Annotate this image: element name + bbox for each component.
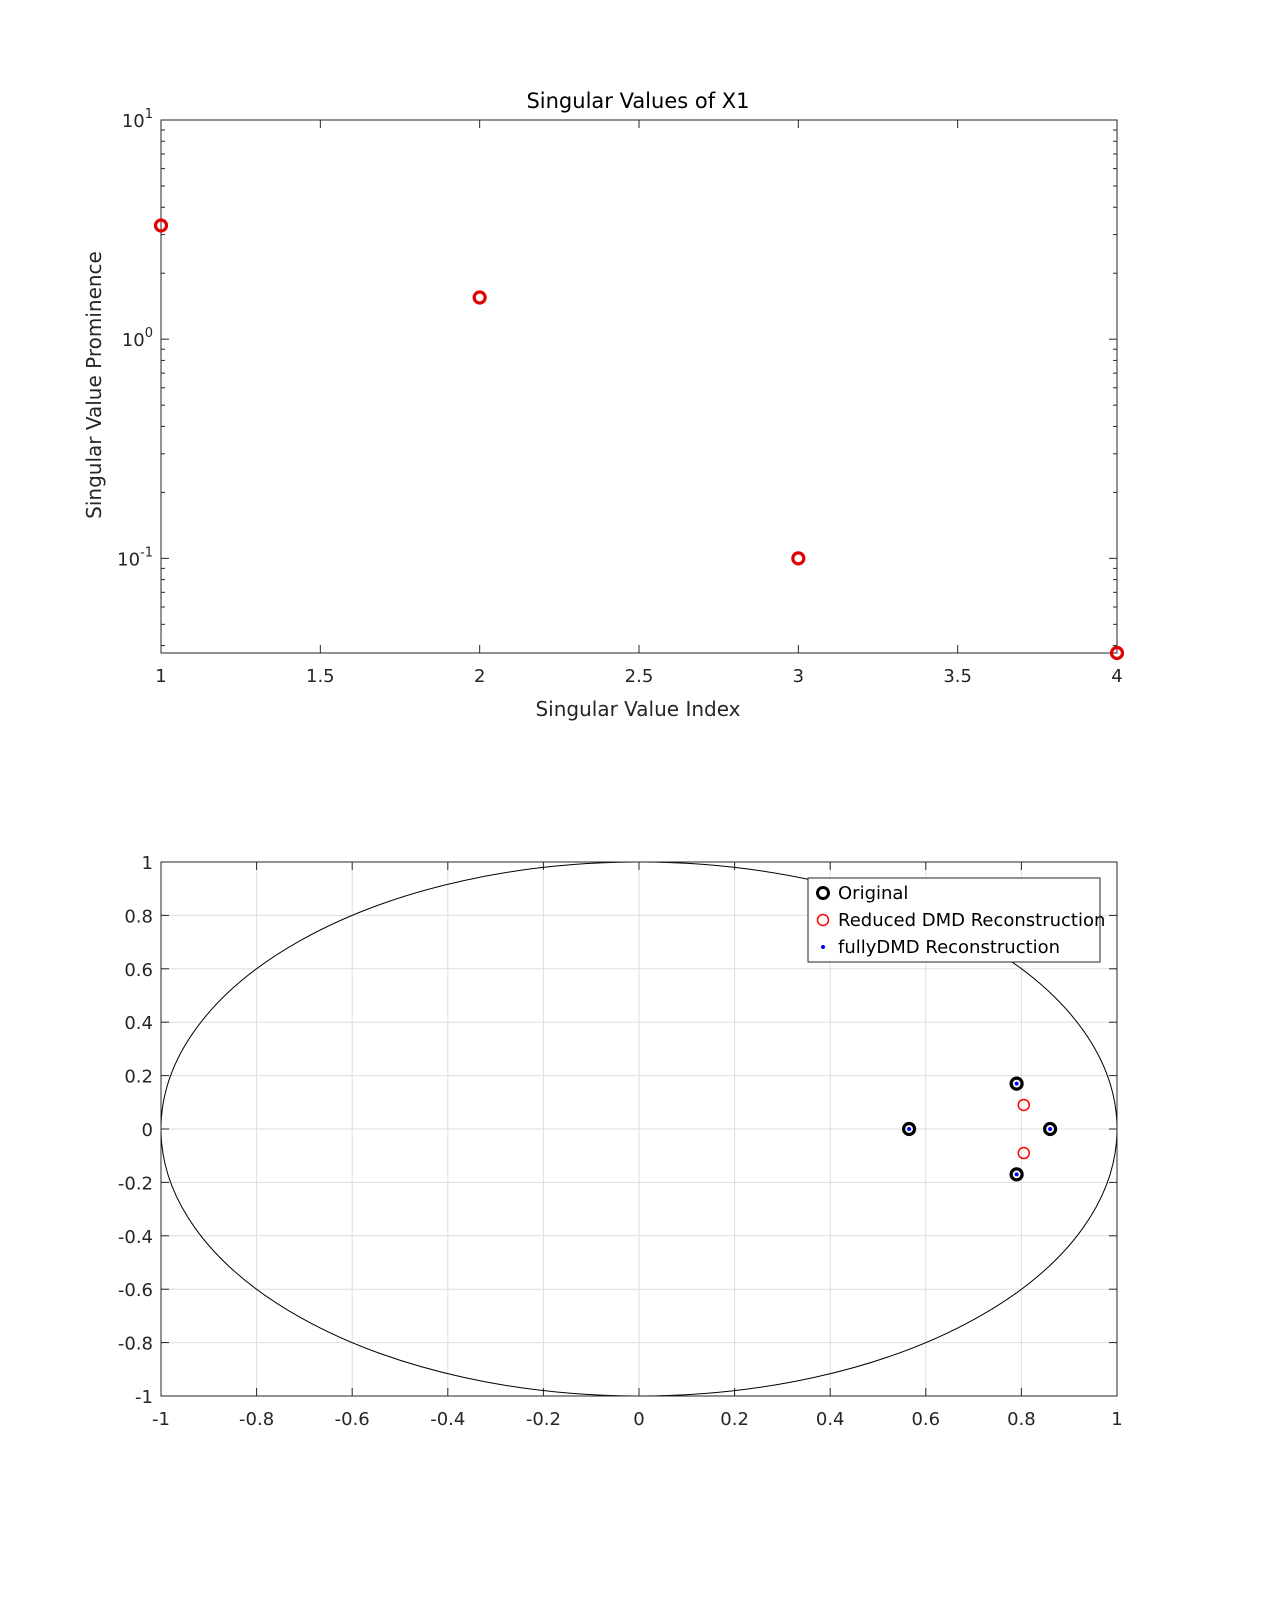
chart2-xtick-label: -0.2 (526, 1409, 561, 1430)
chart2-xtick-label: 0.2 (720, 1409, 749, 1430)
chart2-ticks: -1-1 -0.8 -0.8 -0.6 -0.6 -0.4 -0.4 -0.2 -0.2 0 0 0.… (118, 853, 1123, 1430)
legend-label-original: Original (838, 883, 908, 904)
legend-marker-reduced (816, 913, 830, 927)
chart1-point (791, 551, 806, 566)
chart2-ytick-label: -0.4 (118, 1227, 153, 1248)
chart2-xtick-label: 0 (633, 1409, 644, 1430)
chart2-xtick-label: 0.8 (1007, 1409, 1036, 1430)
fully-dmd-point (1014, 1172, 1019, 1177)
chart1-xtick-label: 2 (474, 666, 485, 687)
reduced-dmd-point (1017, 1146, 1031, 1160)
legend-box (807, 877, 1101, 963)
chart2-ytick-label: 0.8 (124, 906, 153, 927)
chart2-xtick-label: 0.4 (816, 1409, 845, 1430)
chart2-axes-box (160, 861, 1118, 1397)
chart2-ytick-label: -0.8 (118, 1334, 153, 1355)
chart2-xtick-label: -0.8 (239, 1409, 274, 1430)
legend-marker-fully (821, 945, 825, 949)
chart1-xtick-label: 4 (1111, 666, 1122, 687)
chart2-ytick-label: -1 (135, 1387, 153, 1408)
original-point (1009, 1167, 1024, 1182)
singular-values-chart: Singular Values of X1 Singular Value Ind… (82, 89, 1125, 721)
chart2-xtick-label: -1 (152, 1409, 170, 1430)
chart2-ytick-label: 0.2 (124, 1067, 153, 1088)
chart2-ytick-label: 0.4 (124, 1013, 153, 1034)
chart1-ytick-label: 10-1 (117, 545, 153, 570)
chart2-ytick-label: 0.6 (124, 960, 153, 981)
original-point (1009, 1076, 1024, 1091)
chart1-ticks: 1 1.5 2 2.5 3 3.5 4 101 100 10-1 (117, 107, 1123, 687)
chart1-point (153, 218, 169, 233)
chart2-ytick-label: -0.2 (118, 1173, 153, 1194)
chart1-ytick-label: 100 (122, 326, 153, 351)
legend-label-reduced: Reduced DMD Reconstruction (838, 910, 1105, 931)
chart1-xtick-label: 3.5 (943, 666, 972, 687)
chart1-xtick-label: 1 (155, 666, 166, 687)
chart1-xtick-label: 1.5 (306, 666, 335, 687)
legend-marker-original (816, 886, 830, 900)
chart1-xtick-label: 2.5 (625, 666, 654, 687)
chart2-xtick-label: 1 (1111, 1409, 1122, 1430)
fully-dmd-point (1014, 1081, 1019, 1086)
fully-dmd-point (1048, 1127, 1053, 1131)
chart1-point (1109, 645, 1125, 661)
chart2-points (901, 1076, 1058, 1182)
chart1-axes-box (160, 119, 1118, 654)
original-point (901, 1121, 917, 1137)
chart1-ylabel: Singular Value Prominence (82, 251, 106, 519)
chart2-ytick-label: -0.6 (118, 1280, 153, 1301)
chart1-points (153, 218, 1125, 661)
chart2-ytick-label: 1 (142, 853, 153, 874)
chart1-xtick-label: 3 (793, 666, 804, 687)
reduced-dmd-point (1017, 1098, 1031, 1112)
chart1-ytick-label: 101 (122, 107, 153, 132)
chart2-xtick-label: 0.6 (911, 1409, 940, 1430)
chart1-title: Singular Values of X1 (526, 89, 749, 113)
legend: Original Reduced DMD Reconstruction full… (807, 877, 1105, 963)
chart1-xlabel: Singular Value Index (535, 697, 740, 721)
chart2-xtick-label: -0.4 (430, 1409, 465, 1430)
original-point (1042, 1121, 1058, 1137)
eigenvalue-chart: -1-1 -0.8 -0.8 -0.6 -0.6 -0.4 -0.4 -0.2 -0.2 0 0 0.… (118, 853, 1123, 1430)
chart2-ytick-label: 0 (142, 1120, 153, 1141)
chart1-point (472, 290, 487, 305)
chart2-xtick-label: -0.6 (335, 1409, 370, 1430)
legend-label-fully: fullyDMD Reconstruction (838, 937, 1060, 958)
fully-dmd-point (907, 1127, 912, 1131)
